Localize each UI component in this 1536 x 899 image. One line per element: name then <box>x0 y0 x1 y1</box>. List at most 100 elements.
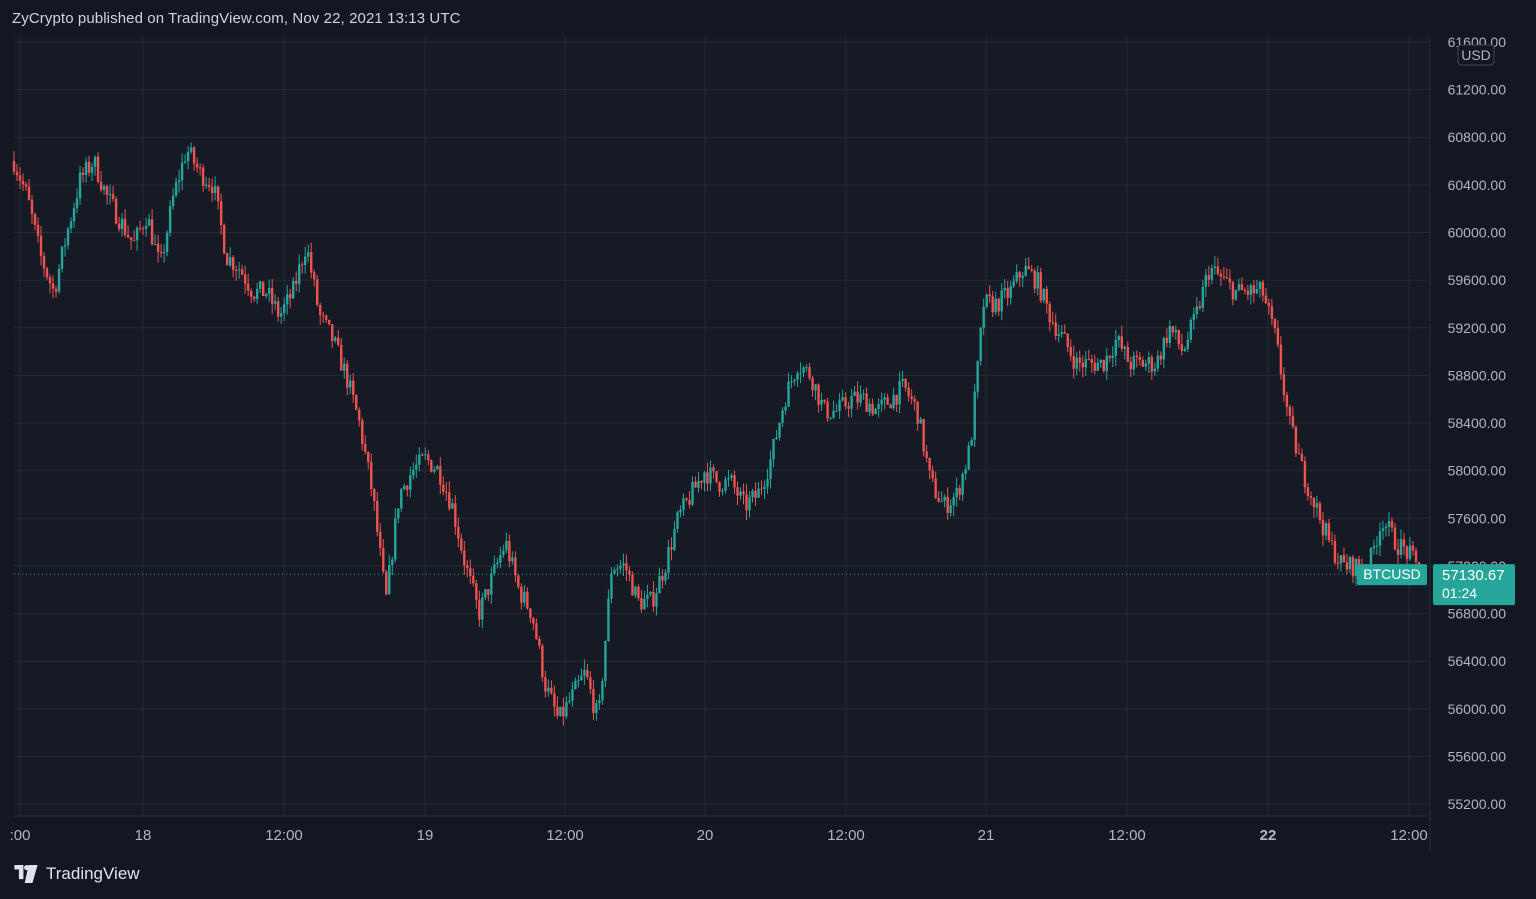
candle <box>337 330 340 347</box>
candle <box>201 164 205 192</box>
candle <box>517 573 520 590</box>
page-title: ZyCrypto published on TradingView.com, N… <box>12 10 461 27</box>
plot-background <box>14 36 1430 816</box>
price-tag-value: 57130.67 <box>1442 567 1505 584</box>
candle <box>436 464 439 471</box>
candle <box>1381 520 1385 540</box>
candle <box>1039 267 1042 303</box>
candle <box>373 487 376 511</box>
candle <box>1132 351 1135 376</box>
candle <box>123 209 127 238</box>
candle <box>652 581 655 612</box>
candle <box>709 460 712 491</box>
price-tick-label: 58000.00 <box>1448 463 1507 479</box>
candle <box>93 155 97 176</box>
candle <box>739 487 742 500</box>
price-tick-label: 56800.00 <box>1448 606 1507 622</box>
candle <box>355 394 358 411</box>
candle <box>195 157 199 173</box>
candle <box>658 567 661 594</box>
candle <box>454 495 457 535</box>
candle <box>231 255 235 278</box>
symbol-tag[interactable]: BTCUSD <box>1357 564 1427 586</box>
candle <box>799 362 802 384</box>
candle <box>1207 266 1211 287</box>
candle <box>496 557 499 569</box>
candle <box>54 285 58 298</box>
candle <box>1120 325 1123 352</box>
candle <box>622 553 625 576</box>
currency-badge[interactable]: USD <box>1457 44 1495 66</box>
candle <box>790 375 793 389</box>
candle <box>772 438 775 468</box>
candle <box>298 254 301 293</box>
tradingview-logo-icon <box>14 865 38 883</box>
candle <box>1084 351 1087 377</box>
candle <box>1096 358 1099 372</box>
candle <box>550 680 553 695</box>
candle <box>820 392 823 411</box>
price-tick-label: 55600.00 <box>1448 748 1507 764</box>
candle <box>697 472 700 493</box>
candle <box>703 471 706 492</box>
price-tick-label: 57600.00 <box>1448 510 1507 526</box>
price-tick-label: 56000.00 <box>1448 701 1507 717</box>
price-tick-label: 60000.00 <box>1448 224 1507 240</box>
candle <box>33 212 37 231</box>
candle <box>295 271 298 292</box>
candle <box>144 217 148 237</box>
candle <box>78 165 82 206</box>
candle <box>1348 555 1352 573</box>
candle <box>156 234 160 263</box>
candle <box>24 181 28 191</box>
candle <box>400 487 403 512</box>
candle <box>505 532 508 554</box>
tradingview-brand[interactable]: TradingView <box>12 864 140 884</box>
candle <box>234 265 238 282</box>
candle <box>84 157 88 183</box>
candle <box>967 441 970 471</box>
candle <box>219 193 223 235</box>
candle <box>481 592 484 629</box>
candle <box>1345 554 1349 575</box>
candle <box>886 393 889 405</box>
candle <box>60 245 64 273</box>
candle <box>1072 345 1075 379</box>
candle <box>778 422 781 441</box>
candle <box>1372 539 1376 555</box>
candle <box>850 388 853 418</box>
candle <box>802 365 805 378</box>
candle <box>568 692 571 704</box>
candle <box>1387 511 1391 537</box>
candle <box>1303 456 1307 494</box>
candle <box>1258 281 1262 298</box>
candle <box>961 472 964 502</box>
candle <box>367 451 370 470</box>
candle <box>1237 278 1241 292</box>
candle <box>249 288 253 304</box>
time-tick-label: 12:00 <box>1108 827 1146 844</box>
candle <box>273 294 277 310</box>
svg-text:USD: USD <box>1461 47 1491 63</box>
candle <box>478 590 481 627</box>
candle <box>754 482 757 506</box>
candle <box>1273 317 1277 334</box>
price-chart[interactable]: 61600.0061200.0060800.0060400.0060000.00… <box>0 0 1536 852</box>
candle <box>916 401 919 431</box>
candle <box>1144 359 1148 371</box>
candle <box>376 492 379 537</box>
candle <box>694 476 697 488</box>
candle <box>415 454 418 478</box>
candle <box>646 584 649 608</box>
candle <box>625 554 628 582</box>
candle <box>45 266 49 281</box>
candle <box>559 706 562 717</box>
price-tick-label: 60800.00 <box>1448 129 1507 145</box>
candle <box>520 583 523 610</box>
candle <box>1399 529 1403 559</box>
candle <box>87 155 91 177</box>
candle <box>1210 264 1214 285</box>
candle <box>796 370 799 387</box>
candle <box>129 237 133 250</box>
